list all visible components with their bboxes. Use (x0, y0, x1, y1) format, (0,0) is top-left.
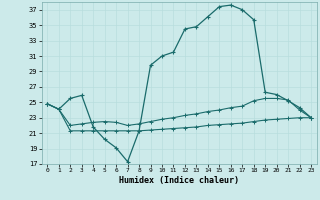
X-axis label: Humidex (Indice chaleur): Humidex (Indice chaleur) (119, 176, 239, 185)
